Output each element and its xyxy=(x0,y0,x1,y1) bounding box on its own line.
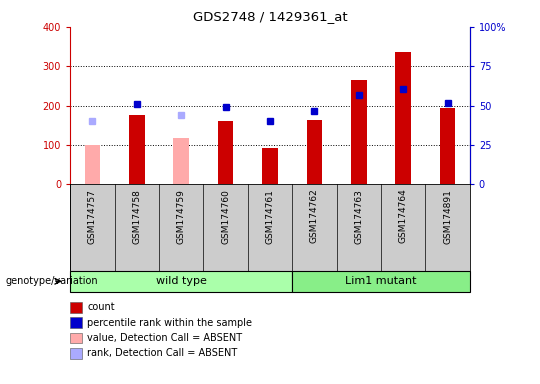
Text: genotype/variation: genotype/variation xyxy=(5,276,98,286)
Text: GSM174760: GSM174760 xyxy=(221,189,230,243)
Text: GSM174891: GSM174891 xyxy=(443,189,452,243)
Text: percentile rank within the sample: percentile rank within the sample xyxy=(87,318,253,328)
Text: rank, Detection Call = ABSENT: rank, Detection Call = ABSENT xyxy=(87,348,238,358)
Text: value, Detection Call = ABSENT: value, Detection Call = ABSENT xyxy=(87,333,242,343)
Text: GSM174763: GSM174763 xyxy=(354,189,363,243)
Bar xyxy=(85,145,100,184)
Text: count: count xyxy=(87,302,115,312)
Bar xyxy=(70,271,292,292)
Text: GSM174761: GSM174761 xyxy=(266,189,274,243)
Text: GSM174758: GSM174758 xyxy=(132,189,141,243)
Bar xyxy=(351,80,367,184)
Bar xyxy=(307,120,322,184)
Bar xyxy=(292,271,470,292)
Bar xyxy=(218,121,233,184)
Text: GSM174759: GSM174759 xyxy=(177,189,186,243)
Text: GDS2748 / 1429361_at: GDS2748 / 1429361_at xyxy=(193,10,347,23)
Bar xyxy=(440,108,455,184)
Bar xyxy=(262,148,278,184)
Bar xyxy=(129,116,145,184)
Text: Lim1 mutant: Lim1 mutant xyxy=(345,276,417,286)
Bar xyxy=(173,138,189,184)
Text: GSM174762: GSM174762 xyxy=(310,189,319,243)
Text: GSM174757: GSM174757 xyxy=(88,189,97,243)
Text: wild type: wild type xyxy=(156,276,207,286)
Text: GSM174764: GSM174764 xyxy=(399,189,408,243)
Bar xyxy=(395,53,411,184)
